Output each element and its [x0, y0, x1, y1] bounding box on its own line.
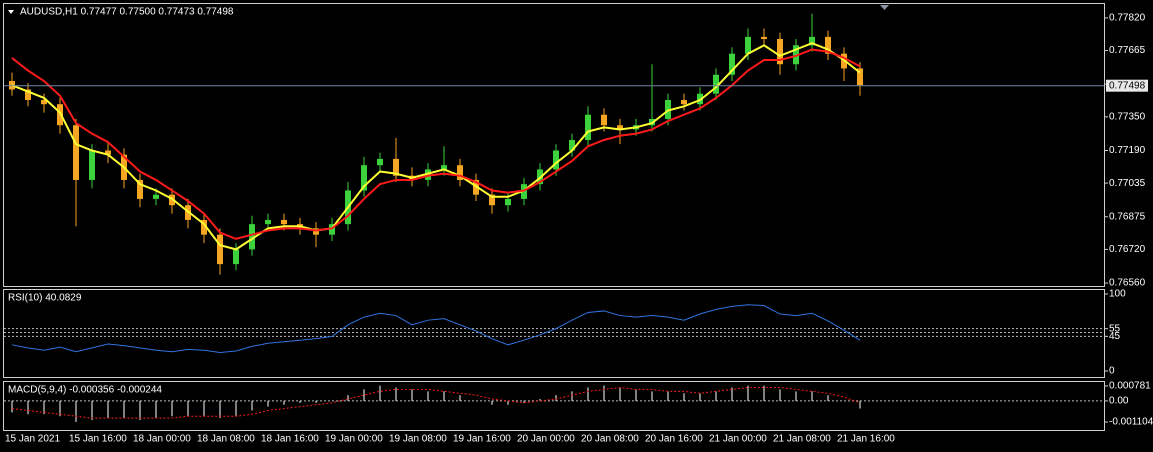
y-tick-label: 100 — [1109, 289, 1126, 300]
moving-average — [11, 48, 861, 240]
candle-body — [761, 36, 767, 39]
candle-body — [457, 165, 463, 180]
candle-body — [553, 150, 559, 170]
candle-body — [105, 150, 111, 155]
x-tick-label: 19 Jan 16:00 — [453, 434, 511, 445]
candle-body — [809, 36, 815, 46]
candle-body — [137, 179, 143, 199]
x-tick-label: 21 Jan 00:00 — [709, 434, 767, 445]
candle-body — [41, 99, 47, 105]
y-tick-label: 55 — [1109, 323, 1121, 334]
y-tick-label: 45 — [1109, 331, 1121, 342]
candle-body — [265, 219, 271, 225]
last-price-label: 0.77498 — [1109, 80, 1146, 91]
y-tick-label: 0.77820 — [1109, 13, 1146, 24]
y-tick-label: 0.76560 — [1109, 278, 1146, 289]
x-tick-label: 18 Jan 00:00 — [133, 434, 191, 445]
y-tick-label: 0.77190 — [1109, 145, 1146, 156]
candle-body — [217, 234, 223, 265]
candle-body — [377, 158, 383, 166]
candle-body — [825, 36, 831, 54]
x-tick-label: 21 Jan 16:00 — [837, 434, 895, 445]
menu-triangle[interactable] — [8, 10, 14, 14]
candle-body — [505, 198, 511, 206]
candle-body — [569, 139, 575, 151]
candle-body — [329, 224, 335, 235]
candle-body — [89, 150, 95, 180]
last-price-box — [1106, 79, 1148, 92]
x-tick-label: 15 Jan 16:00 — [69, 434, 127, 445]
main-panel — [3, 3, 1105, 287]
candle-body — [25, 89, 31, 100]
y-tick-label: 0.000781 — [1109, 381, 1151, 392]
x-tick-label: 19 Jan 00:00 — [325, 434, 383, 445]
candle-body — [601, 114, 607, 126]
candle-body — [73, 125, 79, 180]
y-tick-label: 0.76875 — [1109, 211, 1146, 222]
candle-body — [201, 219, 207, 235]
candle-body — [857, 68, 863, 86]
candle-body — [489, 194, 495, 206]
candle-body — [281, 219, 287, 225]
shift-marker[interactable] — [880, 5, 889, 10]
candle-body — [153, 194, 159, 199]
macd-panel — [3, 381, 1105, 431]
y-tick-label: 0.77665 — [1109, 45, 1146, 56]
rsi-panel — [3, 289, 1105, 378]
moving-average — [11, 42, 861, 251]
panel-title: MACD(5,9,4) -0.000356 -0.000244 — [8, 385, 162, 396]
rsi-line — [11, 304, 861, 354]
y-tick-label: -0.001104 — [1109, 417, 1153, 428]
candle-body — [425, 169, 431, 180]
candle-body — [393, 158, 399, 176]
x-tick-label: 18 Jan 16:00 — [261, 434, 319, 445]
signal-line — [11, 387, 861, 419]
candle-body — [617, 125, 623, 130]
x-tick-label: 19 Jan 08:00 — [389, 434, 447, 445]
candle-body — [713, 74, 719, 94]
candle-body — [233, 249, 239, 265]
x-tick-label: 20 Jan 00:00 — [517, 434, 575, 445]
x-tick-label: 21 Jan 08:00 — [773, 434, 831, 445]
panel-title: AUDUSD,H1 0.77477 0.77500 0.77473 0.7749… — [20, 7, 234, 18]
y-tick-label: 0.00 — [1109, 396, 1129, 407]
x-tick-label: 20 Jan 16:00 — [645, 434, 703, 445]
x-tick-label: 18 Jan 08:00 — [197, 434, 255, 445]
candle-body — [729, 53, 735, 75]
x-tick-label: 15 Jan 2021 — [5, 434, 60, 445]
candle-body — [361, 165, 367, 191]
candle-body — [313, 228, 319, 235]
candle-body — [249, 224, 255, 250]
candle-body — [745, 36, 751, 54]
y-tick-label: 0.77350 — [1109, 111, 1146, 122]
y-tick-label: 0.77035 — [1109, 178, 1146, 189]
x-tick-label: 20 Jan 08:00 — [581, 434, 639, 445]
candle-body — [441, 165, 447, 170]
candle-body — [777, 38, 783, 65]
candle-body — [585, 114, 591, 140]
candle-body — [681, 99, 687, 105]
panel-title: RSI(10) 40.0829 — [8, 293, 82, 304]
candle-body — [665, 99, 671, 119]
y-tick-label: 0 — [1109, 366, 1115, 377]
y-tick-label: 0.76720 — [1109, 244, 1146, 255]
